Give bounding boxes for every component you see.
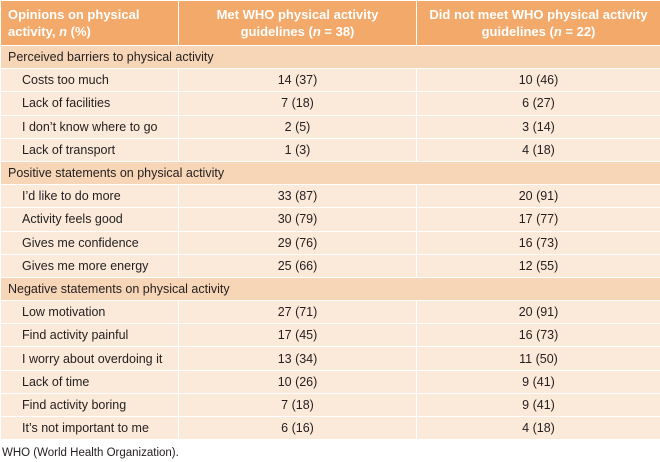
section-row: Negative statements on physical activity: [0, 276, 660, 302]
table-row: Find activity boring 7 (18) 9 (41): [0, 392, 660, 418]
header-met-n: n: [312, 24, 321, 39]
row-label: Lack of time: [0, 369, 179, 394]
table-row: Lack of transport 1 (3) 4 (18): [0, 137, 660, 162]
row-not-met-value: 20 (91): [416, 184, 660, 209]
row-met-value: 2 (5): [178, 114, 417, 139]
table-row: Low motivation 27 (71) 20 (91): [0, 300, 660, 325]
row-not-met-value: 11 (50): [416, 346, 660, 371]
table-row: It’s not important to me 6 (16) 4 (18): [0, 415, 660, 441]
row-not-met-value: 6 (27): [416, 91, 660, 116]
table-header-row: Opinions on physical activity, n (%) Met…: [0, 0, 660, 46]
row-label: Gives me confidence: [0, 230, 179, 255]
row-label: Gives me more energy: [0, 253, 179, 278]
row-label: Lack of facilities: [0, 91, 179, 116]
row-label: Costs too much: [0, 68, 179, 93]
row-not-met-value: 9 (41): [416, 392, 660, 418]
section-title: Positive statements on physical activity: [0, 160, 660, 186]
row-not-met-value: 4 (18): [416, 137, 660, 162]
header-not-met-suffix: = 22): [561, 24, 596, 39]
row-not-met-value: 16 (73): [416, 323, 660, 348]
table-row: Activity feels good 30 (79) 17 (77): [0, 207, 660, 232]
row-met-value: 10 (26): [178, 369, 417, 394]
row-label: Low motivation: [0, 300, 179, 325]
table-footnote: WHO (World Health Organization).: [2, 447, 179, 459]
row-met-value: 1 (3): [178, 137, 417, 162]
header-not-met-n: n: [553, 24, 562, 39]
opinions-table: Opinions on physical activity, n (%) Met…: [0, 0, 660, 441]
row-not-met-value: 3 (14): [416, 114, 660, 139]
row-label: Find activity painful: [0, 323, 179, 348]
row-met-value: 17 (45): [178, 323, 417, 348]
table-row: I’d like to do more 33 (87) 20 (91): [0, 184, 660, 209]
row-met-value: 14 (37): [178, 68, 417, 93]
row-met-value: 6 (16): [178, 415, 417, 441]
table-row: Find activity painful 17 (45) 16 (73): [0, 323, 660, 348]
row-label: I worry about overdoing it: [0, 346, 179, 371]
header-opinions-text: Opinions on physical activity,: [8, 7, 140, 39]
row-not-met-value: 17 (77): [416, 207, 660, 232]
table-row: Costs too much 14 (37) 10 (46): [0, 68, 660, 93]
table-row: Gives me confidence 29 (76) 16 (73): [0, 230, 660, 255]
table-row: Lack of facilities 7 (18) 6 (27): [0, 91, 660, 116]
row-met-value: 30 (79): [178, 207, 417, 232]
section-row: Positive statements on physical activity: [0, 160, 660, 186]
row-met-value: 13 (34): [178, 346, 417, 371]
row-label: It’s not important to me: [0, 415, 179, 441]
section-title: Negative statements on physical activity: [0, 276, 660, 302]
header-opinions: Opinions on physical activity, n (%): [0, 0, 179, 46]
header-not-met-text: Did not meet WHO physical activity guide…: [429, 7, 648, 39]
row-met-value: 7 (18): [178, 392, 417, 418]
table-row: I worry about overdoing it 13 (34) 11 (50): [0, 346, 660, 371]
row-label: Activity feels good: [0, 207, 179, 232]
row-met-value: 25 (66): [178, 253, 417, 278]
table-row: Lack of time 10 (26) 9 (41): [0, 369, 660, 394]
header-met-suffix: = 38): [320, 24, 355, 39]
row-label: Find activity boring: [0, 392, 179, 418]
row-label: Lack of transport: [0, 137, 179, 162]
row-met-value: 33 (87): [178, 184, 417, 209]
header-met: Met WHO physical activity guidelines (n …: [178, 0, 417, 46]
table-row: I don’t know where to go 2 (5) 3 (14): [0, 114, 660, 139]
row-not-met-value: 10 (46): [416, 68, 660, 93]
header-met-text: Met WHO physical activity guidelines (: [216, 7, 379, 39]
row-label: I’d like to do more: [0, 184, 179, 209]
row-not-met-value: 12 (55): [416, 253, 660, 278]
section-row: Perceived barriers to physical activity: [0, 44, 660, 70]
row-met-value: 7 (18): [178, 91, 417, 116]
row-not-met-value: 9 (41): [416, 369, 660, 394]
row-not-met-value: 16 (73): [416, 230, 660, 255]
section-title: Perceived barriers to physical activity: [0, 44, 660, 70]
row-met-value: 27 (71): [178, 300, 417, 325]
row-label: I don’t know where to go: [0, 114, 179, 139]
row-met-value: 29 (76): [178, 230, 417, 255]
header-opinions-suffix: (%): [67, 24, 91, 39]
header-not-met: Did not meet WHO physical activity guide…: [416, 0, 660, 46]
header-opinions-n: n: [59, 24, 68, 39]
row-not-met-value: 20 (91): [416, 300, 660, 325]
table-row: Gives me more energy 25 (66) 12 (55): [0, 253, 660, 278]
row-not-met-value: 4 (18): [416, 415, 660, 441]
